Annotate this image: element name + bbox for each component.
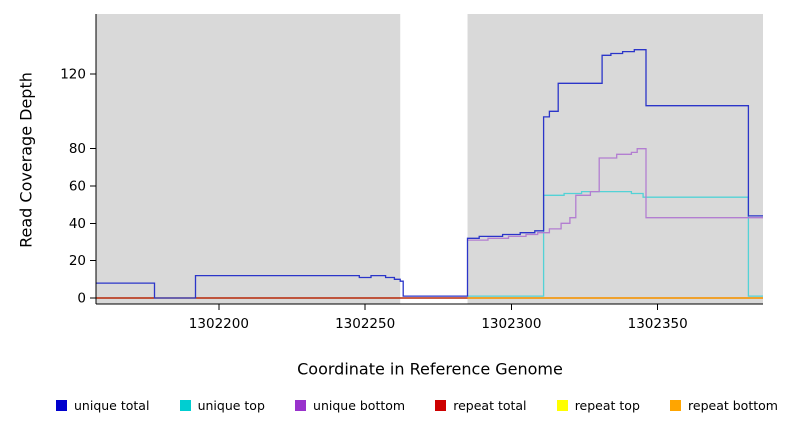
legend-item-repeat-top: repeat top bbox=[556, 398, 640, 413]
shaded-region bbox=[467, 14, 763, 304]
x-axis-label: Coordinate in Reference Genome bbox=[297, 359, 563, 379]
legend-item-repeat-bottom: repeat bottom bbox=[670, 398, 778, 413]
y-tick-label: 120 bbox=[60, 67, 86, 83]
series-unique-bottom bbox=[467, 148, 763, 241]
x-tick-label: 1302350 bbox=[628, 316, 688, 332]
legend-item-unique-bottom: unique bottom bbox=[295, 398, 405, 413]
legend-swatch-repeat-top bbox=[556, 400, 568, 411]
y-tick-label: 60 bbox=[69, 179, 86, 195]
legend-swatch-unique-total bbox=[56, 400, 67, 411]
y-tick-label: 80 bbox=[69, 141, 86, 157]
legend-item-unique-top: unique top bbox=[179, 398, 265, 413]
series-unique-top bbox=[467, 190, 763, 297]
legend-label-repeat-bottom: repeat bottom bbox=[688, 398, 778, 413]
legend-label-repeat-top: repeat top bbox=[574, 398, 640, 413]
y-tick-label: 0 bbox=[77, 291, 86, 307]
x-tick-label: 1302200 bbox=[189, 316, 249, 332]
coverage-plot: 1302200 1302250 1302300 1302350 0 20 40 60 80 120 bbox=[60, 14, 763, 332]
x-tick-label: 1302300 bbox=[481, 316, 541, 332]
legend-item-unique-total: unique total bbox=[56, 398, 149, 413]
shaded-region bbox=[96, 14, 401, 304]
legend-item-repeat-total: repeat total bbox=[435, 398, 527, 413]
x-tick-label: 1302250 bbox=[335, 316, 395, 332]
series-unique-total bbox=[96, 49, 763, 299]
legend-label-repeat-total: repeat total bbox=[453, 398, 527, 413]
legend-label-unique-bottom: unique bottom bbox=[313, 398, 406, 413]
legend-swatch-repeat-bottom bbox=[670, 400, 682, 411]
legend: unique total unique top unique bottom re… bbox=[0, 398, 792, 413]
y-axis-label: Read Coverage Depth bbox=[16, 72, 36, 248]
legend-label-unique-top: unique top bbox=[197, 398, 265, 413]
legend-swatch-repeat-total bbox=[435, 400, 447, 411]
legend-label-unique-total: unique total bbox=[74, 398, 150, 413]
y-tick-label: 40 bbox=[69, 216, 86, 232]
legend-swatch-unique-top bbox=[179, 400, 191, 411]
y-tick-label: 20 bbox=[69, 253, 86, 269]
legend-swatch-unique-bottom bbox=[295, 400, 307, 411]
